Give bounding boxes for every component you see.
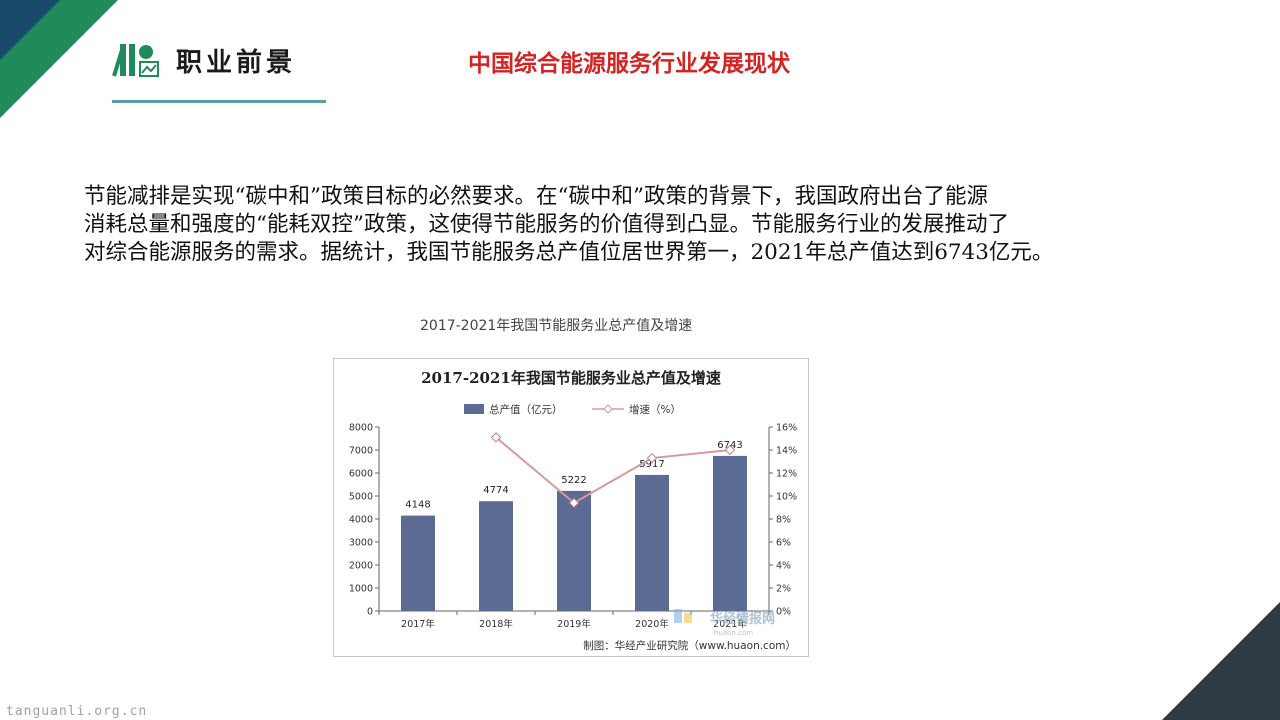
corner-decoration-top-left-dark xyxy=(0,0,60,60)
body-paragraph: 节能减排是实现“碳中和”政策目标的必然要求。在“碳中和”政策的背景下，我国政府出… xyxy=(84,183,1204,267)
chart-watermark: 华经情报网 xyxy=(710,611,775,627)
legend-line-marker xyxy=(603,404,613,414)
logo-text: 职业前景 xyxy=(176,47,297,78)
bar xyxy=(401,515,435,611)
y-left-tick-label: 7000 xyxy=(349,446,373,457)
bar xyxy=(479,501,513,611)
chart-watermark-sub: huaon.com xyxy=(714,629,753,637)
bar xyxy=(635,474,669,611)
y-left-tick-label: 2000 xyxy=(349,561,373,572)
body-line-2: 消耗总量和强度的“能耗双控”政策，这使得节能服务的价值得到凸显。节能服务行业的发… xyxy=(84,212,1009,237)
y-left-tick-label: 3000 xyxy=(349,538,373,549)
legend-bar-label: 总产值（亿元） xyxy=(489,403,563,416)
y-right-tick-label: 12% xyxy=(776,469,797,480)
logo-underline xyxy=(112,100,326,103)
growth-rate-line xyxy=(495,436,731,505)
y-left-tick-label: 4000 xyxy=(349,515,373,526)
chart-title: 2017-2021年我国节能服务业总产值及增速 xyxy=(421,369,721,387)
y-left-tick-label: 6000 xyxy=(349,469,373,480)
corner-decoration-bottom-right xyxy=(1162,602,1280,720)
bar xyxy=(557,490,591,611)
y-left-tick-label: 1000 xyxy=(349,584,373,595)
x-tick-label: 2020年 xyxy=(635,618,669,630)
watermark-logo-icon-2 xyxy=(684,613,692,623)
x-tick-label: 2019年 xyxy=(557,618,591,630)
y-right-tick-label: 14% xyxy=(776,446,797,457)
bar-data-label: 4148 xyxy=(405,500,430,511)
y-left-tick-label: 8000 xyxy=(349,423,373,434)
footer-watermark: tanguanli.org.cn xyxy=(6,704,148,719)
y-right-tick-label: 0% xyxy=(776,607,791,618)
page-title: 中国综合能源服务行业发展现状 xyxy=(468,51,790,77)
body-line-1: 节能减排是实现“碳中和”政策目标的必然要求。在“碳中和”政策的背景下，我国政府出… xyxy=(84,184,988,209)
chart-container: 2017-2021年我国节能服务业总产值及增速总产值（亿元） 增速（%） 0 1000… xyxy=(333,358,809,657)
growth-rate-point xyxy=(646,452,658,464)
x-tick-label: 2017年 xyxy=(401,618,435,630)
bar-data-label: 5222 xyxy=(561,475,586,486)
x-tick-label: 2018年 xyxy=(479,618,513,630)
bar xyxy=(713,455,747,611)
logo-chart-icon xyxy=(112,44,159,77)
bar-data-label: 4774 xyxy=(483,485,508,496)
y-right-tick-label: 10% xyxy=(776,492,797,503)
y-right-tick-label: 6% xyxy=(776,538,791,549)
growth-rate-point xyxy=(568,497,580,509)
y-left-tick-label: 0 xyxy=(367,607,373,618)
body-line-3: 对综合能源服务的需求。据统计，我国节能服务总产值位居世界第一，2021年总产值达… xyxy=(84,240,1054,265)
figure-caption: 2017-2021年我国节能服务业总产值及增速 xyxy=(420,318,693,334)
growth-rate-point xyxy=(490,432,502,443)
y-right-tick-label: 4% xyxy=(776,561,791,572)
chart-source: 制图：华经产业研究院（www.huaon.com） xyxy=(583,639,796,652)
legend-bar-swatch xyxy=(464,404,484,414)
y-right-tick-label: 8% xyxy=(776,515,791,526)
y-right-tick-label: 2% xyxy=(776,584,791,595)
bar-data-label: 5917 xyxy=(639,459,664,470)
logo: 职业前景 xyxy=(112,40,296,80)
growth-rate-point xyxy=(724,444,736,456)
y-right-tick-label: 16% xyxy=(776,423,797,434)
y-left-tick-label: 5000 xyxy=(349,492,373,503)
watermark-logo-icon xyxy=(674,609,682,623)
legend-line-label: 增速（%） xyxy=(629,403,681,416)
x-tick-label: 2021年 xyxy=(713,618,747,630)
